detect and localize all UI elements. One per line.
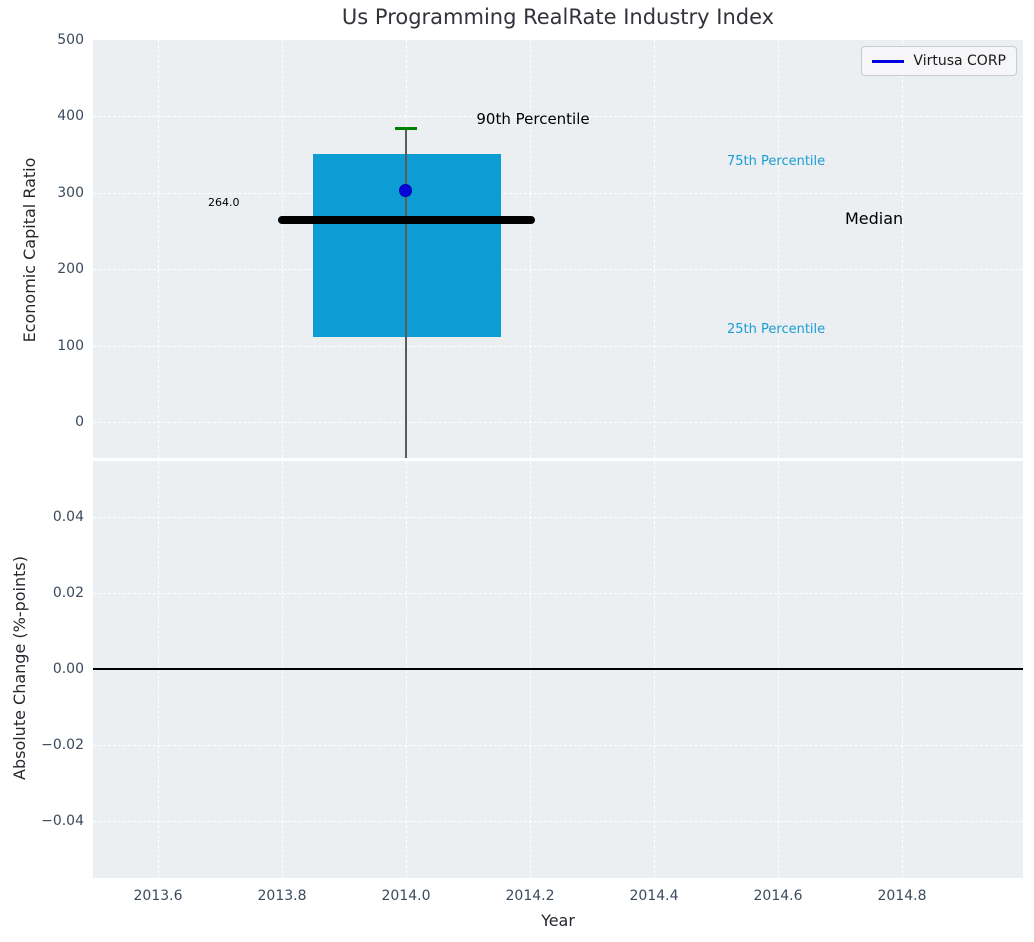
bottom-subplot (93, 461, 1023, 878)
xtick-label: 2013.8 (257, 888, 307, 904)
gridline-h (93, 346, 1023, 347)
gridline-h (93, 593, 1023, 594)
gridline-v (530, 40, 531, 458)
whisker-line (405, 128, 407, 458)
annotation-median-value: 264.0 (208, 196, 240, 209)
annotation-90th-percentile: 90th Percentile (476, 110, 590, 128)
ytick-label: 400 (57, 108, 84, 124)
xtick-label: 2013.6 (133, 888, 183, 904)
gridline-h (93, 422, 1023, 423)
xtick-label: 2014.6 (753, 888, 803, 904)
gridline-h (93, 821, 1023, 822)
xtick-label: 2014.4 (629, 888, 679, 904)
yaxis-label-bottom: Absolute Change (%-points) (10, 556, 29, 780)
annotation-median: Median (845, 209, 904, 228)
ytick-label: −0.02 (41, 737, 84, 753)
company-marker-dot (399, 184, 412, 197)
interquartile-box (313, 154, 501, 337)
ytick-label: 200 (57, 261, 84, 277)
ytick-label: 0.02 (52, 585, 84, 601)
median-line (278, 216, 535, 224)
annotation-25th-percentile: 25th Percentile (727, 322, 826, 337)
gridline-v (778, 40, 779, 458)
gridline-h (93, 745, 1023, 746)
gridline-h (93, 116, 1023, 117)
legend-label: Virtusa CORP (913, 53, 1006, 69)
gridline-v (654, 40, 655, 458)
yaxis-label-top: Economic Capital Ratio (20, 157, 39, 343)
legend-line-swatch (872, 59, 905, 63)
xaxis-label: Year (541, 911, 575, 930)
zero-baseline (93, 668, 1023, 670)
p90-cap-marker (395, 127, 417, 130)
gridline-h (93, 517, 1023, 518)
gridline-v (282, 40, 283, 458)
gridline-h (93, 269, 1023, 270)
ytick-label: 300 (57, 185, 84, 201)
gridline-h (93, 193, 1023, 194)
annotation-75th-percentile: 75th Percentile (727, 154, 826, 169)
ytick-label: 0 (75, 414, 84, 430)
xtick-label: 2014.8 (877, 888, 927, 904)
ytick-label: −0.04 (41, 813, 84, 829)
gridline-v (902, 40, 903, 458)
xtick-label: 2014.0 (381, 888, 431, 904)
top-subplot: 90th Percentile 75th Percentile Median 2… (93, 40, 1023, 458)
ytick-label: 500 (57, 32, 84, 48)
xtick-label: 2014.2 (505, 888, 555, 904)
chart-title: Us Programming RealRate Industry Index (341, 5, 775, 29)
gridline-v (158, 40, 159, 458)
ytick-label: 0.00 (52, 661, 84, 677)
ytick-label: 0.04 (52, 509, 84, 525)
legend: Virtusa CORP (861, 46, 1017, 76)
ytick-label: 100 (57, 338, 84, 354)
